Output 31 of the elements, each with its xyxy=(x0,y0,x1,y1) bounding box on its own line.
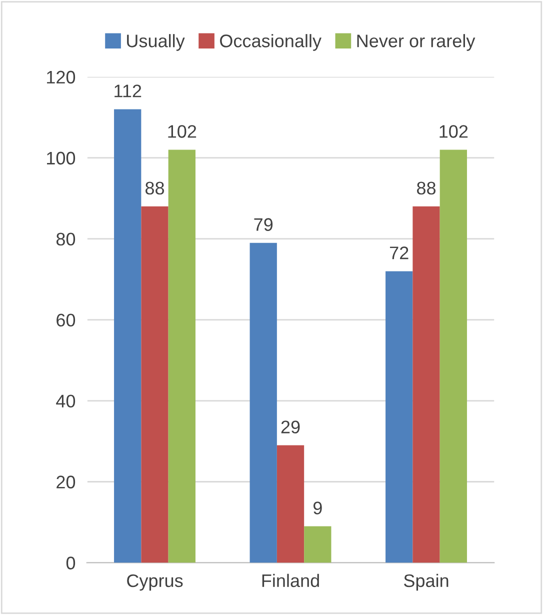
bar xyxy=(440,150,467,563)
x-tick-label: Finland xyxy=(262,574,319,588)
data-label: 102 xyxy=(168,125,196,138)
bar xyxy=(168,150,196,563)
y-tick-label: 100 xyxy=(47,152,76,165)
data-label: 29 xyxy=(281,420,300,434)
data-label: 72 xyxy=(390,246,408,260)
bar xyxy=(141,206,168,563)
bar xyxy=(276,445,304,563)
legend-label: Never or rarely xyxy=(357,34,476,51)
bar xyxy=(114,109,142,563)
data-label: 102 xyxy=(440,125,468,138)
data-label: 79 xyxy=(254,218,273,231)
bar xyxy=(412,206,440,563)
data-label: 112 xyxy=(114,84,142,98)
x-tick-label: Cyprus xyxy=(127,574,183,591)
data-label: 9 xyxy=(313,502,322,514)
y-tick-label: 80 xyxy=(56,232,76,246)
y-tick-label: 120 xyxy=(47,70,76,84)
data-label: 88 xyxy=(146,182,164,195)
data-label: 88 xyxy=(417,182,436,195)
bar xyxy=(250,242,277,563)
y-tick-label: 20 xyxy=(56,476,76,488)
y-tick-label: 40 xyxy=(56,394,76,408)
y-tick-label: 0 xyxy=(66,556,76,570)
legend-label: Occasionally xyxy=(220,34,322,51)
bar xyxy=(304,526,332,563)
legend-label: Usually xyxy=(127,34,185,51)
y-tick-label: 60 xyxy=(56,314,76,327)
x-tick-label: Spain xyxy=(404,574,448,591)
bar xyxy=(386,271,413,563)
